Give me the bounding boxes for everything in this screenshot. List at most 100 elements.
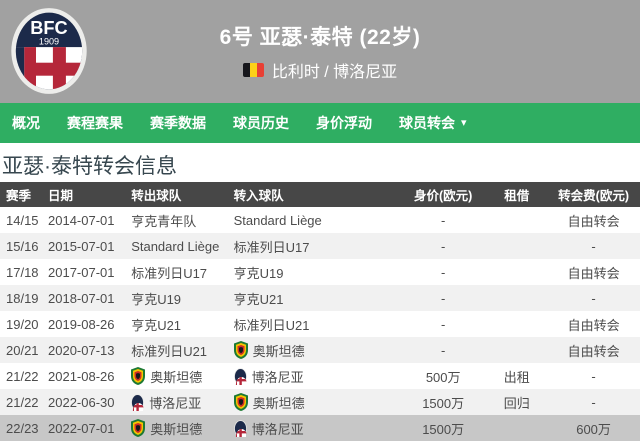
cell-transfer-fee: 自由转会 bbox=[567, 265, 620, 281]
table-row: 21/22 2022-06-30 博洛尼亚 奥斯坦德 1500万 回归 - bbox=[0, 389, 640, 415]
cell-to-team: 博洛尼亚 bbox=[233, 415, 400, 441]
nav-item-transfers[interactable]: 球员转会 ▾ bbox=[399, 115, 467, 131]
page-title: 亚瑟·泰特转会信息 bbox=[0, 143, 640, 182]
cell-loan-status bbox=[486, 233, 547, 259]
cell-season: 20/21 bbox=[6, 342, 39, 358]
cell-season: 15/16 bbox=[6, 238, 39, 254]
cell-market-value: 1500万 bbox=[422, 421, 465, 437]
nationality-club-label: 比利时 / 博洛尼亚 bbox=[271, 64, 398, 81]
bologna-club-icon bbox=[233, 419, 247, 437]
cell-from-team: 奥斯坦德 bbox=[131, 363, 233, 389]
cell-date: 2014-07-01 bbox=[48, 212, 115, 228]
cell-market-value: 1500万 bbox=[422, 395, 465, 411]
cell-to-team: 亨克U21 bbox=[233, 291, 284, 307]
cell-transfer-fee: - bbox=[591, 290, 596, 306]
cell-from-team: 奥斯坦德 bbox=[131, 415, 233, 441]
bologna-club-icon bbox=[233, 367, 247, 385]
cell-date: 2022-07-01 bbox=[48, 420, 115, 436]
svg-text:1909: 1909 bbox=[39, 36, 59, 46]
cell-market-value: - bbox=[440, 316, 446, 332]
cell-loan-status bbox=[486, 285, 547, 311]
table-row: 22/23 2022-07-01 奥斯坦德 博洛尼亚 1500万 600万 bbox=[0, 415, 640, 441]
cell-transfer-fee: - bbox=[591, 368, 596, 384]
cell-season: 19/20 bbox=[6, 316, 39, 332]
column-header: 身价(欧元) bbox=[399, 182, 487, 207]
nav-item-fixtures[interactable]: 赛程赛果 bbox=[67, 115, 123, 131]
player-header: BFC 1909 6号 亚瑟·泰特 (22岁) 比利时 / 博洛尼亚 bbox=[0, 0, 640, 103]
cell-loan-status: 回归 bbox=[503, 395, 530, 411]
cell-loan-status bbox=[486, 337, 547, 363]
cell-to-team: 亨克U19 bbox=[233, 265, 284, 281]
table-row: 18/19 2018-07-01 亨克U19 亨克U21 - - bbox=[0, 285, 640, 311]
player-subtitle: 比利时 / 博洛尼亚 bbox=[242, 58, 398, 82]
bologna-club-icon bbox=[131, 393, 144, 411]
column-header: 转出球队 bbox=[131, 182, 234, 207]
cell-season: 21/22 bbox=[6, 368, 39, 384]
cell-date: 2019-08-26 bbox=[48, 316, 115, 332]
cell-to-team: 奥斯坦德 bbox=[233, 389, 400, 415]
cell-loan-status bbox=[486, 415, 547, 441]
cell-loan-status bbox=[486, 207, 547, 233]
cell-from-team: 标准列日U17 bbox=[131, 265, 208, 281]
nav-item-season-stats[interactable]: 赛季数据 bbox=[150, 115, 206, 131]
transfer-table-header: 赛季 日期 转出球队 转入球队 身价(欧元) 租借 转会费(欧元) bbox=[0, 182, 640, 207]
nav-item-overview[interactable]: 概况 bbox=[12, 115, 40, 131]
cell-date: 2021-08-26 bbox=[48, 368, 115, 384]
cell-to-team: Standard Liège bbox=[233, 213, 322, 229]
belgium-flag-icon bbox=[242, 63, 264, 77]
cell-transfer-fee: - bbox=[591, 238, 596, 254]
cell-market-value: 500万 bbox=[425, 369, 461, 385]
table-row: 15/16 2015-07-01 Standard Liège 标准列日U17 … bbox=[0, 233, 640, 259]
cell-transfer-fee: 自由转会 bbox=[567, 317, 620, 333]
cell-loan-status bbox=[486, 259, 547, 285]
cell-date: 2017-07-01 bbox=[48, 264, 115, 280]
cell-date: 2020-07-13 bbox=[48, 342, 115, 358]
table-row: 19/20 2019-08-26 亨克U21 标准列日U21 - 自由转会 bbox=[0, 311, 640, 337]
cell-transfer-fee: - bbox=[591, 394, 596, 410]
cell-from-team: 亨克U21 bbox=[131, 317, 182, 333]
transfer-table: 赛季 日期 转出球队 转入球队 身价(欧元) 租借 转会费(欧元) 14/15 2014-0… bbox=[0, 182, 640, 441]
transfer-table-body: 14/15 2014-07-01 亨克青年队 Standard Liège - … bbox=[0, 207, 640, 441]
cell-loan-status: 出租 bbox=[503, 369, 530, 385]
cell-transfer-fee: 600万 bbox=[576, 421, 611, 437]
cell-season: 22/23 bbox=[6, 420, 39, 436]
oostende-club-icon bbox=[131, 367, 146, 385]
oostende-club-icon bbox=[233, 341, 248, 359]
column-header: 赛季 bbox=[0, 182, 48, 207]
cell-to-team: 标准列日U17 bbox=[233, 239, 310, 255]
cell-from-team: Standard Liège bbox=[131, 239, 220, 255]
column-header: 日期 bbox=[48, 182, 132, 207]
cell-transfer-fee: 自由转会 bbox=[567, 213, 620, 229]
cell-market-value: - bbox=[440, 264, 446, 280]
cell-season: 21/22 bbox=[6, 394, 39, 410]
cell-season: 17/18 bbox=[6, 264, 39, 280]
oostende-club-icon bbox=[233, 393, 248, 411]
cell-from-team: 标准列日U21 bbox=[131, 343, 208, 359]
cell-to-team: 奥斯坦德 bbox=[233, 337, 400, 363]
cell-market-value: - bbox=[440, 290, 446, 306]
column-header: 租借 bbox=[486, 182, 548, 207]
nav-item-player-history[interactable]: 球员历史 bbox=[233, 115, 289, 131]
column-header: 转入球队 bbox=[233, 182, 400, 207]
nav-item-value-trend[interactable]: 身价浮动 bbox=[316, 115, 372, 131]
svg-text:BFC: BFC bbox=[30, 18, 67, 38]
chevron-down-icon: ▾ bbox=[461, 116, 467, 129]
cell-market-value: - bbox=[440, 342, 446, 358]
cell-market-value: - bbox=[440, 212, 446, 228]
cell-to-team: 博洛尼亚 bbox=[233, 363, 400, 389]
table-row: 17/18 2017-07-01 标准列日U17 亨克U19 - 自由转会 bbox=[0, 259, 640, 285]
cell-to-team: 标准列日U21 bbox=[233, 317, 310, 333]
table-row: 20/21 2020-07-13 标准列日U21 奥斯坦德 - 自由转会 bbox=[0, 337, 640, 363]
cell-season: 14/15 bbox=[6, 212, 39, 228]
cell-from-team: 亨克青年队 bbox=[131, 213, 197, 229]
main-nav: 概况 赛程赛果 赛季数据 球员历史 身价浮动 球员转会 ▾ bbox=[0, 103, 640, 143]
cell-date: 2018-07-01 bbox=[48, 290, 115, 306]
cell-date: 2022-06-30 bbox=[48, 394, 115, 410]
cell-season: 18/19 bbox=[6, 290, 39, 306]
table-row: 14/15 2014-07-01 亨克青年队 Standard Liège - … bbox=[0, 207, 640, 233]
oostende-club-icon bbox=[131, 419, 146, 437]
column-header: 转会费(欧元) bbox=[547, 182, 640, 207]
cell-transfer-fee: 自由转会 bbox=[567, 343, 620, 359]
cell-market-value: - bbox=[440, 238, 446, 254]
